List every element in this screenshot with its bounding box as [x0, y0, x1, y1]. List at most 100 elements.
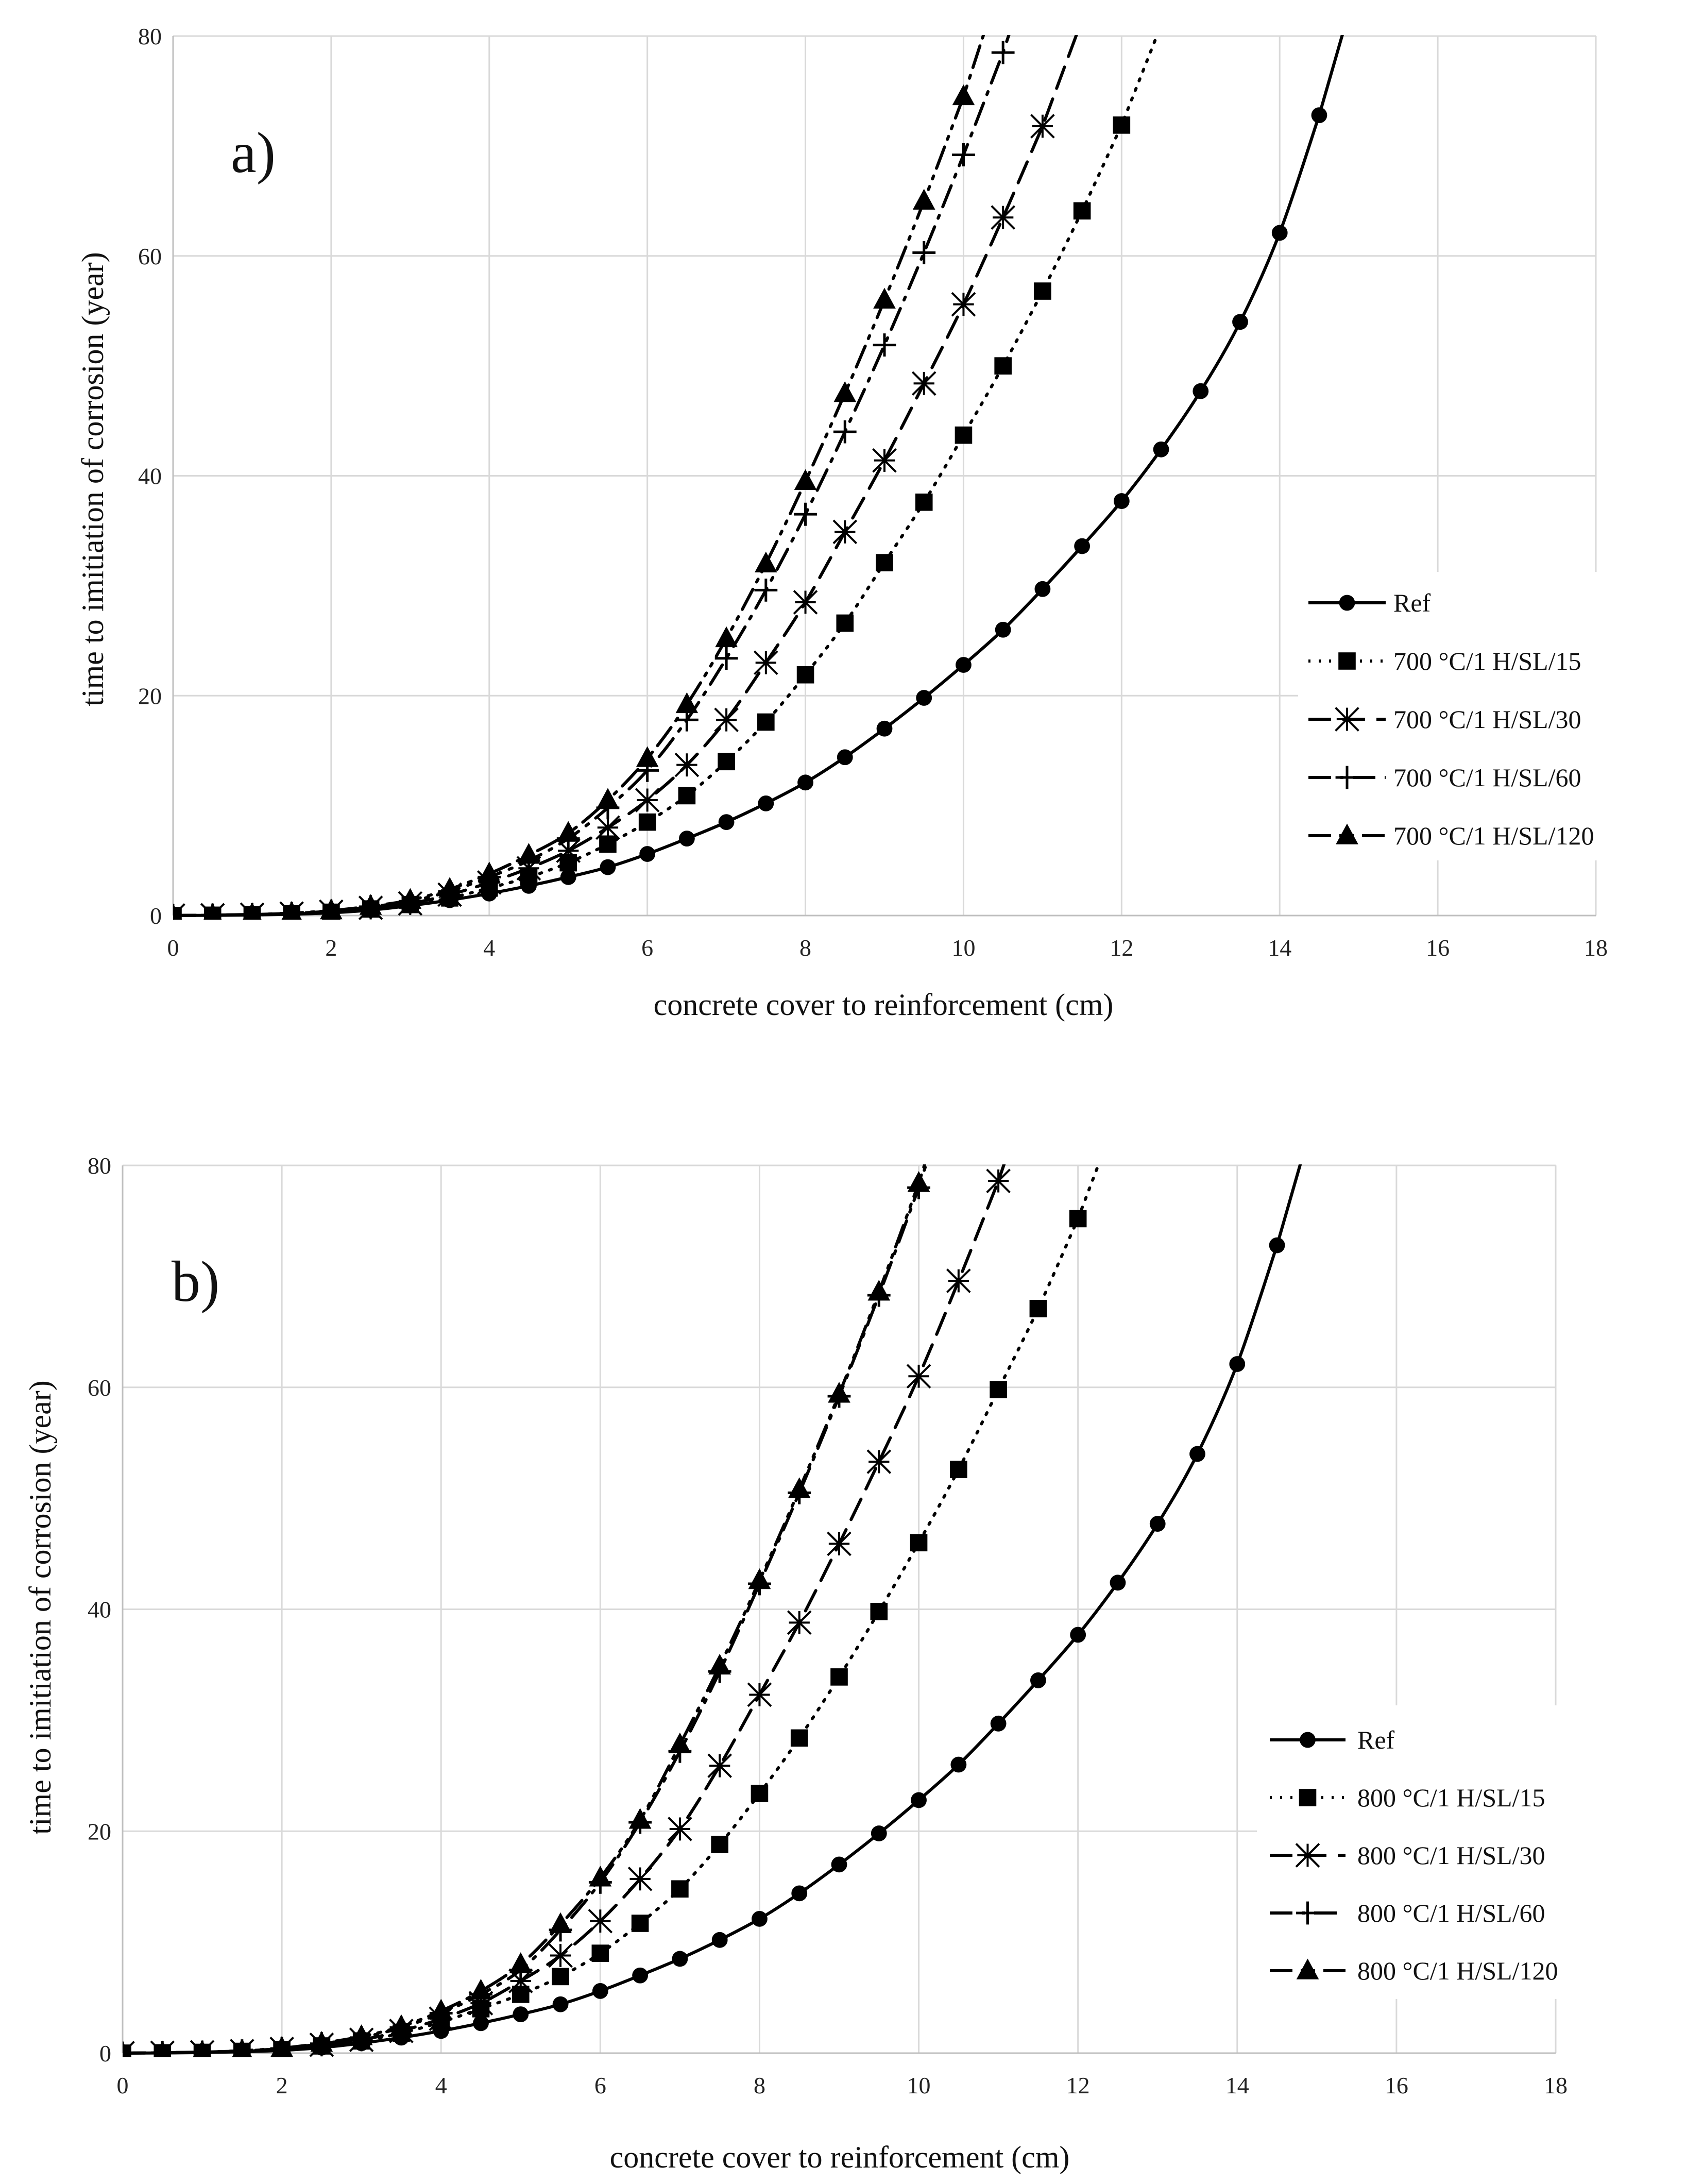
data-point — [994, 357, 1012, 375]
y-tick-label: 0 — [99, 2040, 111, 2067]
data-point — [320, 898, 343, 920]
data-point — [876, 720, 893, 737]
data-point — [955, 426, 973, 444]
data-point — [638, 813, 656, 831]
data-point — [796, 666, 814, 684]
data-point — [1269, 1237, 1285, 1254]
legend-label: 700 °C/1 H/SL/60 — [1393, 763, 1581, 792]
legend-marker — [1299, 1789, 1317, 1806]
data-point — [632, 1967, 649, 1984]
data-point — [123, 2041, 132, 2057]
data-point — [678, 831, 695, 847]
data-point — [715, 626, 738, 648]
y-tick-label: 40 — [88, 1597, 111, 1623]
data-point — [639, 846, 656, 862]
data-point — [1069, 1210, 1087, 1228]
y-tick-label: 20 — [88, 1818, 111, 1844]
data-point — [718, 814, 735, 831]
data-point — [509, 1952, 532, 1973]
data-point — [1149, 1516, 1166, 1532]
data-point — [910, 1534, 928, 1552]
data-point — [671, 1880, 689, 1898]
data-point — [627, 1867, 653, 1891]
legend-label: 700 °C/1 H/SL/30 — [1393, 705, 1581, 734]
chart-panel-b: b) concrete cover to reinforcement (cm) … — [23, 1153, 1679, 2174]
x-tick-label: 0 — [117, 2072, 129, 2098]
data-point — [469, 1978, 492, 2000]
data-point — [595, 815, 620, 840]
data-point — [672, 1951, 688, 1967]
x-tick-label: 12 — [1066, 2072, 1090, 2098]
x-tick-label: 18 — [1584, 935, 1608, 961]
x-axis-label-a: concrete cover to reinforcement (cm) — [654, 988, 1114, 1022]
x-tick-label: 14 — [1225, 2072, 1249, 2098]
data-point — [872, 448, 897, 473]
data-point — [754, 650, 778, 675]
x-tick-label: 8 — [799, 935, 811, 961]
x-tick-label: 10 — [907, 2072, 931, 2098]
y-tick-label: 0 — [150, 903, 162, 929]
data-point — [873, 287, 896, 309]
x-tick-label: 2 — [276, 2072, 288, 2098]
data-point — [916, 690, 932, 706]
data-point — [991, 205, 1015, 230]
x-tick-label: 16 — [1426, 935, 1450, 961]
y-tick-label: 80 — [138, 23, 162, 49]
legend-label: 800 °C/1 H/SL/15 — [1357, 1783, 1545, 1812]
legend-marker — [1296, 1901, 1319, 1925]
x-tick-label: 0 — [167, 935, 179, 961]
data-point — [678, 787, 696, 805]
legend-item: 700 °C/1 H/SL/15 — [1308, 647, 1581, 675]
data-point — [747, 1682, 772, 1707]
data-point — [592, 1983, 608, 1999]
x-tick-label: 6 — [641, 935, 653, 961]
legend-item: Ref — [1308, 588, 1431, 617]
data-point — [350, 2024, 373, 2045]
legend-marker — [1335, 766, 1359, 789]
y-axis-label-b: time to imitiation of corrosion (year) — [23, 1380, 57, 1834]
data-point — [1271, 225, 1288, 241]
data-point — [560, 869, 576, 885]
x-axis-label-b: concrete cover to reinforcement (cm) — [610, 2140, 1070, 2174]
x-tick-label: 2 — [325, 935, 337, 961]
data-point — [751, 1785, 769, 1802]
tick-labels: 0 2 4 6 8 10 12 14 16 18 0 20 40 60 80 — [88, 1153, 1568, 2098]
data-point — [952, 143, 975, 166]
data-point — [1311, 107, 1327, 124]
data-point — [1193, 383, 1209, 399]
legend-item: 800 °C/1 H/SL/30 — [1270, 1841, 1545, 1870]
y-tick-label: 20 — [138, 683, 162, 709]
data-point — [1034, 282, 1051, 300]
data-point — [390, 2014, 413, 2036]
data-point — [1070, 1627, 1086, 1643]
data-point — [912, 241, 936, 264]
data-point — [153, 2040, 172, 2057]
data-point — [915, 493, 933, 511]
data-point — [828, 1382, 850, 1403]
data-point — [1110, 1574, 1126, 1591]
data-point — [788, 1477, 811, 1498]
series-line — [173, 35, 1078, 917]
data-point — [1030, 114, 1055, 139]
x-tick-label: 14 — [1268, 935, 1291, 961]
series-line — [173, 35, 985, 917]
series-5 — [123, 1164, 930, 2057]
legend-box — [1257, 1705, 1679, 1999]
data-point — [548, 1943, 573, 1968]
data-point — [473, 2015, 489, 2031]
data-point — [478, 861, 501, 883]
data-point — [1229, 1356, 1246, 1372]
data-point — [243, 902, 262, 920]
data-point — [635, 788, 660, 812]
legend-marker — [1336, 823, 1358, 844]
data-point — [793, 590, 818, 615]
legend: Ref 800 °C/1 H/SL/15 800 °C/1 H/SL/30 800 °… — [1257, 1705, 1679, 1999]
data-point — [399, 888, 422, 909]
tick-labels: 0 2 4 6 8 10 12 14 16 18 0 20 40 60 80 — [138, 23, 1608, 961]
data-point — [628, 1808, 652, 1829]
data-point — [557, 821, 580, 842]
legend-item: 800 °C/1 H/SL/120 — [1270, 1956, 1558, 1985]
data-point — [517, 843, 540, 864]
y-tick-label: 60 — [138, 243, 162, 269]
panel-label-b: b) — [172, 1250, 219, 1314]
